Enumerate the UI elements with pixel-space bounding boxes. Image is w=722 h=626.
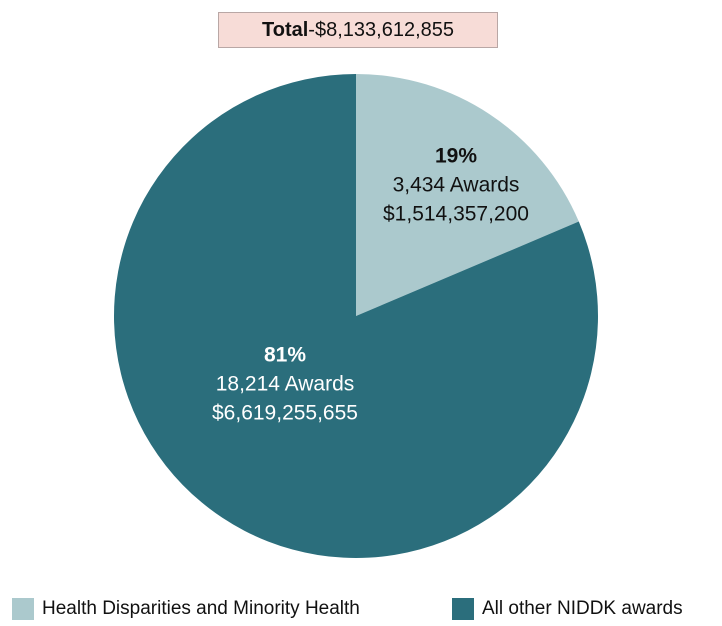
legend: Health Disparities and Minority Health A… [0, 596, 722, 626]
awards-label-all-other: 18,214 Awards [216, 373, 355, 396]
total-value: $8,133,612,855 [314, 18, 454, 41]
legend-swatch-all-other [452, 598, 474, 620]
awards-label-health-disparities: 3,434 Awards [393, 174, 520, 197]
pie-slice-health-disparities [356, 74, 579, 316]
pie-slice-all-other [113, 74, 598, 558]
amount-label-health-disparities: $1,514,357,200 [383, 203, 529, 226]
total-separator: - [308, 18, 315, 41]
total-box: Total - $8,133,612,855 [218, 12, 498, 48]
percent-label-all-other: 81% [264, 344, 306, 367]
legend-item-all-other: All other NIDDK awards [452, 598, 683, 620]
amount-label-all-other: $6,619,255,655 [212, 402, 358, 425]
legend-item-health-disparities: Health Disparities and Minority Health [12, 598, 360, 620]
pie-chart: 19% 3,434 Awards $1,514,357,200 81% 18,214 A… [113, 74, 598, 558]
legend-label-health-disparities: Health Disparities and Minority Health [42, 598, 360, 619]
legend-swatch-health-disparities [12, 598, 34, 620]
legend-label-all-other: All other NIDDK awards [482, 598, 683, 619]
percent-label-health-disparities: 19% [435, 145, 477, 168]
total-label: Total [262, 18, 309, 41]
